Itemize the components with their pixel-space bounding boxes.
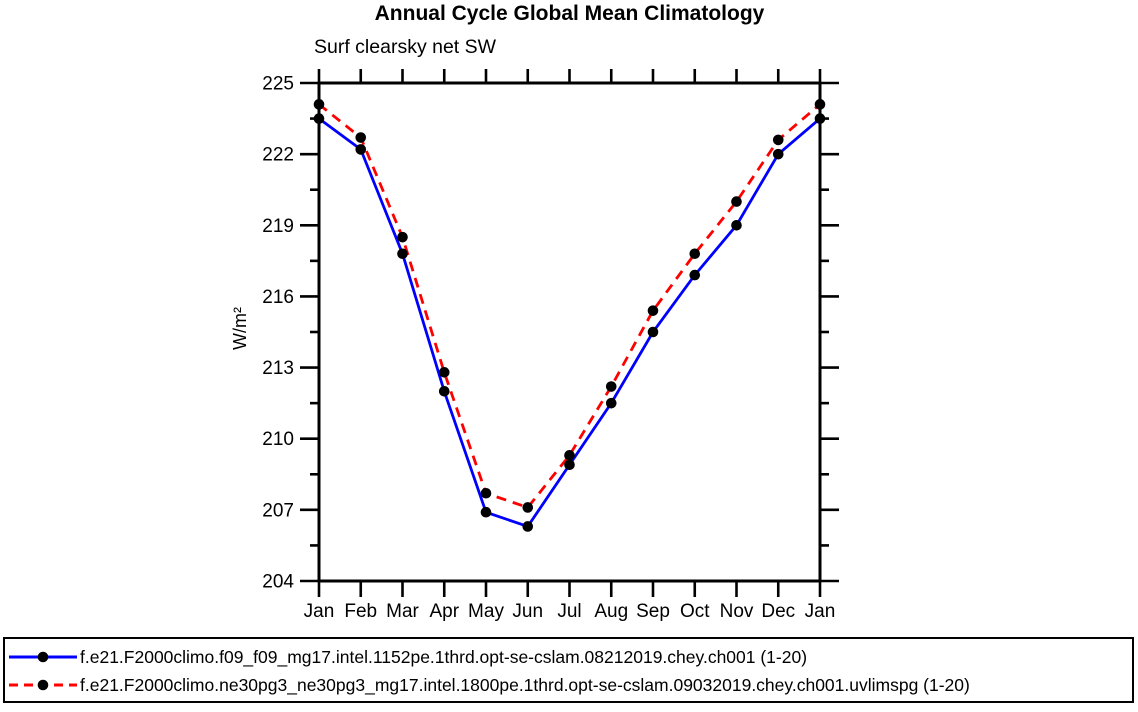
legend-sample-dashed-red-line [9, 679, 77, 691]
x-ticks-bottom [317, 581, 822, 597]
svg-text:Sep: Sep [636, 601, 670, 622]
legend-label-1: f.e21.F2000climo.ne30pg3_ne30pg3_mg17.in… [80, 674, 970, 695]
svg-text:Mar: Mar [386, 601, 419, 622]
svg-text:Oct: Oct [680, 601, 710, 622]
legend-sample-solid-blue-line [9, 651, 77, 663]
svg-text:213: 213 [262, 358, 294, 379]
svg-text:225: 225 [262, 74, 294, 95]
svg-text:Apr: Apr [429, 601, 459, 622]
svg-text:204: 204 [262, 572, 294, 593]
svg-text:216: 216 [262, 287, 294, 308]
svg-text:Feb: Feb [344, 601, 377, 622]
legend-label-0: f.e21.F2000climo.f09_f09_mg17.intel.1152… [80, 646, 808, 667]
y-major-ticks [300, 81, 839, 583]
svg-text:Jan: Jan [805, 601, 836, 622]
svg-text:Dec: Dec [761, 601, 795, 622]
legend-item-0: f.e21.F2000climo.f09_f09_mg17.intel.1152… [8, 643, 1132, 671]
svg-text:210: 210 [262, 429, 294, 450]
svg-text:Jan: Jan [304, 601, 335, 622]
svg-text:May: May [468, 601, 504, 622]
svg-text:Jun: Jun [512, 601, 543, 622]
chart-title: Annual Cycle Global Mean Climatology [374, 2, 765, 25]
x-ticks-top [317, 69, 822, 83]
svg-text:Jul: Jul [557, 601, 581, 622]
svg-text:222: 222 [262, 145, 294, 166]
svg-text:Aug: Aug [594, 601, 628, 622]
chart-subtitle: Surf clearsky net SW [314, 36, 497, 58]
svg-text:219: 219 [262, 216, 294, 237]
data-point-markers [313, 99, 826, 532]
series-line-ne30pg3-dashed-red [318, 103, 821, 510]
x-tick-labels: Jan Feb Mar Apr May Jun Jul Aug Sep Oct Nov Dec Jan [304, 601, 836, 622]
plot-frame [317, 81, 822, 583]
legend-box: f.e21.F2000climo.f09_f09_mg17.intel.1152… [3, 637, 1134, 703]
svg-text:Nov: Nov [720, 601, 754, 622]
svg-text:207: 207 [262, 500, 294, 521]
legend-item-1: f.e21.F2000climo.ne30pg3_ne30pg3_mg17.in… [8, 671, 1132, 699]
y-tick-labels: 204 207 210 213 216 219 222 225 [262, 74, 294, 593]
y-minor-ticks [310, 117, 829, 547]
